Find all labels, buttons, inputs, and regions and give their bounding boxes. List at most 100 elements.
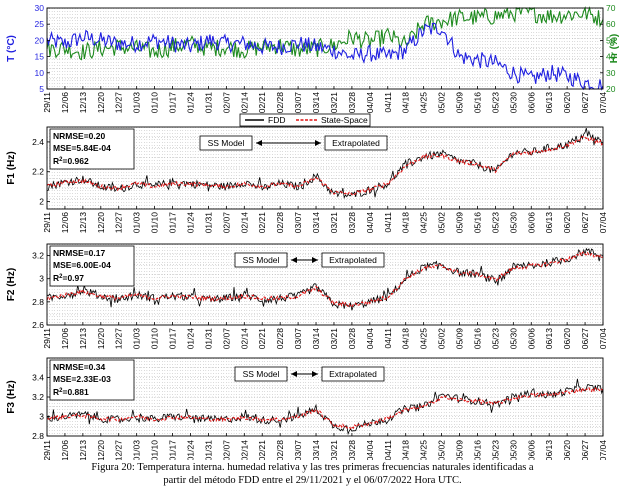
x-tick-label: 01/24 — [185, 440, 195, 460]
metric-mse: MSE=5.84E-04 — [53, 143, 111, 153]
x-tick-label: 04/25 — [419, 92, 429, 114]
y-tick-label: 2.4 — [32, 137, 44, 147]
x-tick-label: 01/24 — [185, 212, 195, 234]
x-tick-label: 29/11 — [42, 328, 52, 349]
y-tick-label: 3.4 — [32, 373, 44, 383]
x-tick-label: 04/18 — [401, 92, 411, 114]
x-tick-label: 02/07 — [221, 440, 231, 460]
x-tick-label: 06/27 — [580, 212, 590, 234]
x-tick-label: 05/09 — [455, 440, 465, 460]
x-tick-label: 06/20 — [562, 328, 572, 350]
x-tick-label: 02/28 — [275, 328, 285, 350]
annotation-extrap: Extrapolated — [329, 255, 377, 265]
x-tick-label: 02/14 — [239, 440, 249, 460]
x-tick-label: 04/04 — [365, 328, 375, 350]
x-tick-label: 04/04 — [365, 212, 375, 234]
x-tick-label: 05/02 — [437, 440, 447, 460]
x-tick-label: 03/21 — [329, 328, 339, 350]
x-tick-label: 12/13 — [78, 92, 88, 114]
x-tick-label: 06/27 — [580, 92, 590, 114]
x-tick-label: 12/06 — [60, 92, 70, 114]
x-tick-label: 05/23 — [490, 440, 500, 460]
x-tick-label: 01/03 — [132, 212, 142, 234]
annotation-model: SS Model — [243, 369, 280, 379]
x-tick-label: 01/31 — [203, 328, 213, 350]
y2-tick-label: 60 — [606, 19, 616, 29]
y-tick-label: 3.2 — [32, 392, 44, 402]
x-tick-label: 06/06 — [526, 212, 536, 234]
annotation-model-box — [199, 135, 253, 151]
y2-axis-label: Hr (%) — [609, 34, 620, 63]
x-tick-label: 01/10 — [150, 92, 160, 114]
x-tick-label: 12/27 — [114, 212, 124, 234]
chart-panel-1: 29/11 12/06 12/13 12/20 12/27 01/03 01/10 01/17… — [6, 3, 620, 113]
x-tick-label: 01/03 — [132, 440, 142, 460]
x-tick-label: 02/07 — [221, 328, 231, 350]
y-tick-label: 5 — [39, 84, 44, 94]
x-tick-label: 02/07 — [221, 212, 231, 234]
plot-area — [47, 8, 603, 89]
metric-r2-symbol: R — [53, 387, 59, 397]
x-tick-label: 02/14 — [239, 212, 249, 234]
x-tick-label: 12/27 — [114, 440, 124, 460]
x-tick-label: 05/09 — [455, 212, 465, 234]
x-tick-label: 05/16 — [472, 440, 482, 460]
x-tick-label: 05/23 — [490, 328, 500, 350]
legend-label-fdd: FDD — [268, 115, 285, 125]
metric-r2-superscript: 2 — [59, 157, 63, 163]
x-tick-label: 02/28 — [275, 92, 285, 114]
y-axis-label: T (°C) — [6, 35, 17, 62]
y-axis-label: F3 (Hz) — [6, 380, 17, 413]
x-tick-label: 03/07 — [293, 328, 303, 350]
x-tick-label: 12/13 — [78, 440, 88, 460]
y-tick-label: 30 — [35, 3, 45, 13]
x-tick-label: 06/06 — [526, 328, 536, 350]
annotation-extrap-box — [321, 252, 385, 268]
y-tick-label: 3 — [39, 412, 44, 422]
x-tick-label: 12/13 — [78, 328, 88, 350]
plot-frame — [46, 7, 604, 90]
x-tick-label: 06/06 — [526, 440, 536, 460]
caption-line-1: Figura 20: Temperatura interna. humedad … — [91, 462, 534, 473]
metric-r2-symbol: R — [53, 273, 59, 283]
arrow-head-left — [256, 140, 262, 146]
x-tick-label: 01/17 — [168, 92, 178, 114]
x-tick-label: 03/07 — [293, 440, 303, 460]
x-tick-label: 07/04 — [598, 92, 608, 114]
annotation-model: SS Model — [243, 255, 280, 265]
x-tick-label: 04/18 — [401, 328, 411, 350]
x-tick-label: 01/17 — [168, 440, 178, 460]
x-tick-label: 02/21 — [257, 440, 267, 460]
x-tick-label: 05/09 — [455, 328, 465, 350]
x-tick-label: 07/04 — [598, 328, 608, 350]
x-tick-label: 05/02 — [437, 328, 447, 350]
metric-r2-superscript: 2 — [59, 388, 63, 394]
metric-r2: R2=0.881 — [53, 387, 89, 397]
x-tick-label: 03/14 — [311, 440, 321, 460]
arrow-head-left — [291, 257, 297, 263]
metric-mse: MSE=6.00E-04 — [53, 260, 111, 270]
x-tick-label: 04/11 — [383, 328, 393, 349]
legend-label-state-space: State-Space — [321, 115, 368, 125]
annotation-extrap: Extrapolated — [332, 138, 380, 148]
metric-nrmse: NRMSE=0.17 — [53, 248, 105, 258]
y-tick-label: 2.2 — [32, 167, 44, 177]
x-tick-label: 06/06 — [526, 92, 536, 114]
x-tick-label: 12/06 — [60, 328, 70, 350]
x-tick-label: 03/21 — [329, 212, 339, 234]
y-tick-label: 3.2 — [32, 251, 44, 261]
x-tick-label: 02/28 — [275, 212, 285, 234]
x-tick-label: 02/28 — [275, 440, 285, 460]
x-tick-label: 07/04 — [598, 212, 608, 234]
chart-panel-4: 29/11 12/06 12/13 12/20 12/27 01/03 01/10 01/17… — [6, 357, 608, 460]
annotation-extrap: Extrapolated — [329, 369, 377, 379]
x-tick-label: 01/24 — [185, 328, 195, 350]
series-line-humidity — [46, 5, 604, 61]
annotation-model-box — [234, 252, 288, 268]
x-tick-label: 01/31 — [203, 212, 213, 234]
x-tick-label: 04/11 — [383, 92, 393, 113]
x-tick-label: 03/14 — [311, 212, 321, 234]
x-tick-label: 29/11 — [42, 440, 52, 460]
x-tick-label: 05/16 — [472, 92, 482, 114]
series-line-state-space — [46, 251, 604, 309]
